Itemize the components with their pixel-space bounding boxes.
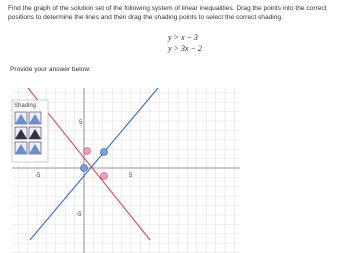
shading-icon bbox=[29, 114, 41, 124]
boundary-line[interactable] bbox=[29, 87, 159, 241]
inequality: y > 3x − 2 bbox=[168, 44, 202, 53]
y-tick-label: -5 bbox=[76, 212, 82, 218]
y-tick-label: 5 bbox=[79, 120, 83, 126]
x-tick-label: 5 bbox=[129, 173, 133, 179]
shading-icon bbox=[15, 114, 27, 124]
shading-icon bbox=[15, 144, 27, 154]
inequality: y > x − 3 bbox=[168, 33, 198, 42]
boundary-line[interactable] bbox=[27, 87, 151, 241]
shading-label: Shading bbox=[14, 103, 36, 109]
drag-point[interactable] bbox=[80, 164, 88, 172]
drag-point[interactable] bbox=[83, 147, 91, 155]
shading-icon bbox=[15, 129, 27, 139]
drag-point[interactable] bbox=[100, 148, 108, 156]
drag-point[interactable] bbox=[100, 172, 108, 180]
prompt: Find the graph of the solution set of th… bbox=[8, 5, 327, 21]
x-tick-label: -5 bbox=[35, 173, 41, 179]
shading-icon bbox=[29, 129, 41, 139]
shading-icon bbox=[29, 144, 41, 154]
answer-label: Provide your answer below: bbox=[10, 66, 91, 73]
